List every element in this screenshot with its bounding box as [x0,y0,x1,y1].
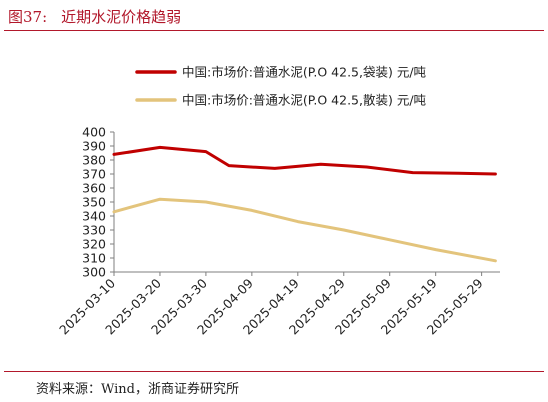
y-tick-label: 330 [82,223,106,238]
y-tick-label: 350 [82,195,106,210]
series-line-bagged [112,145,497,176]
figure-title-text: 近期水泥价格趋弱 [61,8,182,26]
legend-label-bulk: 中国:市场价:普通水泥(P.O 42.5,散装) 元/吨 [182,93,427,108]
chart-axes: 3003103203303403503603703803904002025-03… [56,125,500,337]
bottom-rule [4,371,544,372]
y-tick-label: 310 [82,251,106,266]
y-tick-label: 380 [82,153,106,168]
legend-label-bagged: 中国:市场价:普通水泥(P.O 42.5,袋装) 元/吨 [182,65,427,80]
y-tick-label: 320 [82,237,106,252]
figure-title: 图37: 近期水泥价格趋弱 [8,6,181,27]
source-note: 资料来源：Wind，浙商证券研究所 [36,382,239,397]
y-tick-label: 390 [82,139,106,154]
y-tick-label: 370 [82,167,106,182]
series-line-bulk [112,197,497,263]
y-tick-label: 300 [82,265,106,280]
y-tick-label: 340 [82,209,106,224]
chart-series [112,145,497,263]
y-tick-label: 400 [82,125,106,140]
figure-label: 图37: [8,8,48,26]
top-rule [4,30,544,31]
chart-legend: 中国:市场价:普通水泥(P.O 42.5,袋装) 元/吨中国:市场价:普通水泥(… [135,65,427,108]
y-tick-label: 360 [82,181,106,196]
